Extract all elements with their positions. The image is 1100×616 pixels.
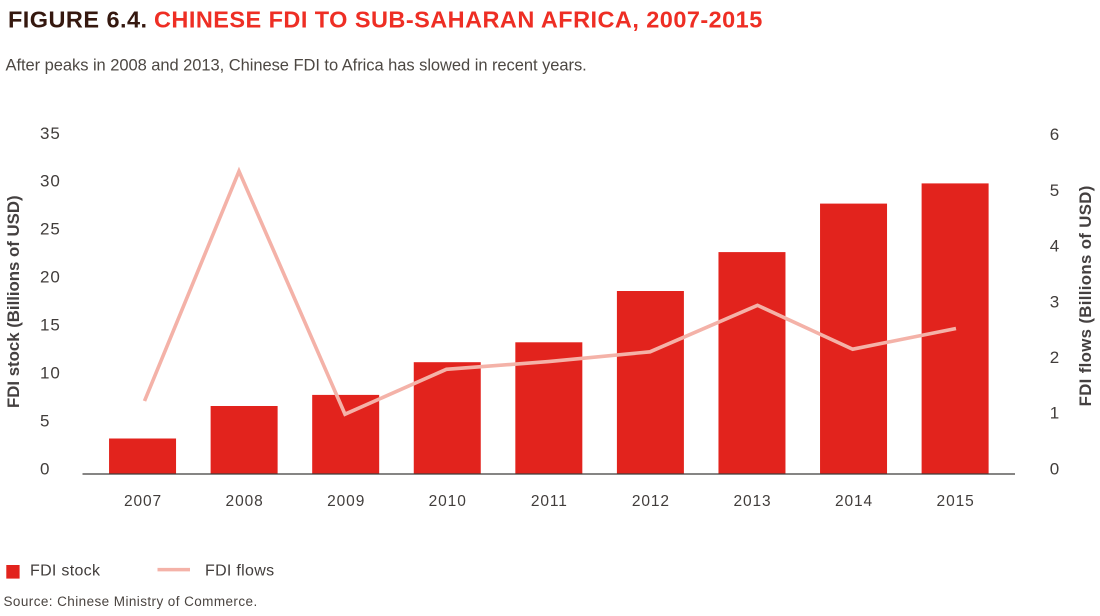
svg-text:25: 25 [40,220,61,239]
svg-text:2: 2 [1050,348,1060,367]
svg-text:15: 15 [40,316,61,335]
svg-text:5: 5 [1050,181,1060,200]
svg-text:35: 35 [40,124,61,143]
svg-text:20: 20 [40,268,61,287]
svg-text:2007: 2007 [124,493,162,510]
svg-text:2013: 2013 [733,493,771,510]
svg-text:2012: 2012 [632,493,670,510]
svg-text:2008: 2008 [226,493,264,510]
svg-text:3: 3 [1050,292,1060,311]
svg-text:4: 4 [1050,237,1060,256]
svg-text:10: 10 [40,364,61,383]
svg-text:30: 30 [40,172,61,191]
svg-text:6: 6 [1050,125,1060,144]
svg-text:5: 5 [40,412,50,431]
svg-text:0: 0 [40,459,50,478]
svg-text:FIGURE 6.4.: FIGURE 6.4. [8,7,147,33]
svg-text:0: 0 [1050,459,1060,478]
svg-text:2015: 2015 [937,493,975,510]
svg-text:2009: 2009 [327,493,365,510]
svg-text:CHINESE FDI TO SUB-SAHARAN AFR: CHINESE FDI TO SUB-SAHARAN AFRICA, 2007-… [154,7,763,33]
svg-text:FDI flows: FDI flows [205,563,274,580]
svg-text:2014: 2014 [835,493,873,510]
svg-text:After peaks in 2008 and 2013,: After peaks in 2008 and 2013, Chinese FD… [6,56,587,74]
svg-text:FDI stock (Billions of USD): FDI stock (Billions of USD) [4,195,23,408]
svg-text:FDI stock: FDI stock [30,563,101,580]
svg-text:Source: Chinese Ministry of Co: Source: Chinese Ministry of Commerce. [4,594,258,609]
svg-text:1: 1 [1050,404,1060,423]
svg-text:2010: 2010 [429,493,467,510]
svg-text:2011: 2011 [531,493,568,510]
svg-text:FDI flows (Billions of USD): FDI flows (Billions of USD) [1076,185,1095,406]
